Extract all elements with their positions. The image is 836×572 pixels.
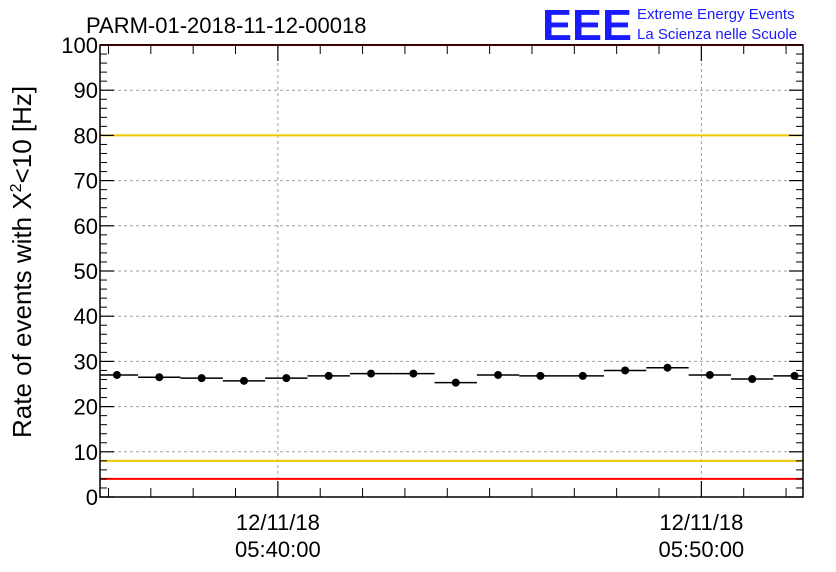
y-axis-title-rest: <10 [Hz] (7, 86, 37, 184)
axis-ticks (100, 44, 803, 498)
y-axis-title-sup: 2 (8, 183, 25, 192)
y-tick-label: 90 (74, 78, 98, 103)
data-point (494, 370, 503, 379)
y-axis-title: Rate of events with X2<10 [Hz] (7, 86, 37, 438)
y-tick-labels: 0 10 20 30 40 50 60 70 80 90 100 (61, 33, 98, 510)
data-point (197, 374, 206, 383)
data-point (663, 363, 672, 372)
data-point (578, 371, 587, 380)
y-tick-label: 30 (74, 349, 98, 374)
data-point (409, 369, 418, 378)
x-tick-label-time: 05:40:00 (235, 537, 321, 562)
y-tick-label: 60 (74, 214, 98, 239)
logo-line-2: La Scienza nelle Scuole (637, 26, 797, 43)
logo-mark: EEE (542, 1, 632, 50)
logo-line-1: Extreme Energy Events (637, 6, 795, 23)
y-tick-label: 50 (74, 259, 98, 284)
data-point (790, 371, 799, 380)
data-point (282, 374, 291, 383)
y-tick-label: 0 (86, 485, 98, 510)
eee-logo: EEE Extreme Energy Events La Scienza nel… (542, 1, 797, 50)
data-series (100, 363, 803, 387)
y-tick-label: 20 (74, 395, 98, 420)
y-tick-label: 40 (74, 304, 98, 329)
data-point (155, 373, 164, 382)
x-tick-label-time: 05:50:00 (659, 537, 745, 562)
y-tick-label: 100 (61, 33, 98, 58)
data-point (705, 370, 714, 379)
data-point (621, 366, 630, 375)
data-point (239, 376, 248, 385)
data-point (324, 371, 333, 380)
data-point (112, 370, 121, 379)
y-tick-label: 10 (74, 440, 98, 465)
x-tick-label-date: 12/11/18 (236, 510, 320, 535)
y-tick-label: 70 (74, 169, 98, 194)
chart-title: PARM-01-2018-11-12-00018 (86, 13, 366, 38)
data-point (536, 371, 545, 380)
y-tick-label: 80 (74, 123, 98, 148)
x-tick-label-date: 12/11/18 (659, 510, 743, 535)
data-point (367, 369, 376, 378)
data-point (451, 378, 460, 387)
data-point (748, 375, 757, 384)
y-axis-title-main: Rate of events with X (7, 192, 37, 438)
